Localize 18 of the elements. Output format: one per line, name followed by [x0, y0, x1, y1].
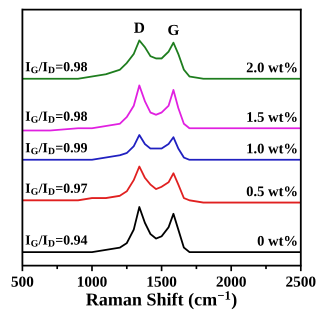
annotation: I$_{G}$/I$_{D}$=0.94	[26, 235, 88, 247]
x-axis-title: Raman Shift (cm$^{−1}$)	[86, 291, 236, 310]
x-tick-label: 2000	[216, 276, 246, 287]
series-label: 0.5 wt%	[246, 186, 297, 196]
x-tick-label: 1500	[148, 276, 176, 287]
annotation: D	[134, 22, 144, 33]
series-label: 1.0 wt%	[247, 144, 297, 154]
x-tick-label: 2500	[286, 276, 316, 287]
annotation: I$_{G}$/I$_{D}$=0.99	[26, 143, 88, 154]
series-label: 2.0 wt%	[246, 62, 297, 72]
x-tick-label: 1000	[78, 276, 107, 287]
annotation: I$_{G}$/I$_{D}$=0.97	[26, 184, 88, 195]
annotation: I$_{G}$/I$_{D}$=0.98	[26, 111, 88, 123]
annotation: G	[168, 24, 179, 36]
annotation: I$_{G}$/I$_{D}$=0.98	[26, 62, 88, 74]
x-tick-label: 500	[12, 276, 34, 287]
series-label: 1.5 wt%	[247, 112, 297, 122]
series-label: 0 wt%	[258, 236, 297, 246]
